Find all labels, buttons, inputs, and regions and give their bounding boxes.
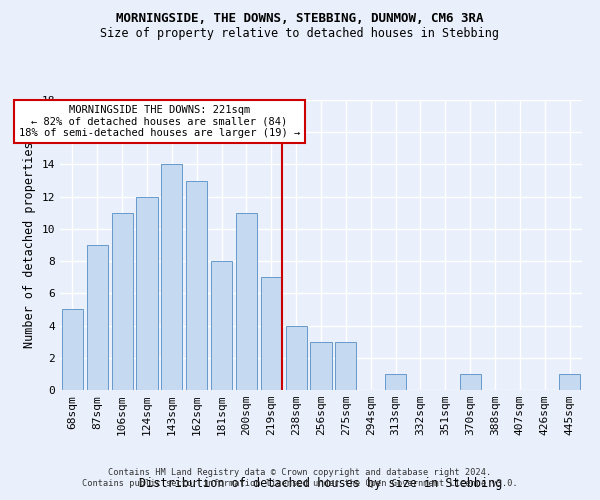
Bar	[62, 310, 83, 390]
Bar	[236, 213, 257, 390]
Text: MORNINGSIDE, THE DOWNS, STEBBING, DUNMOW, CM6 3RA: MORNINGSIDE, THE DOWNS, STEBBING, DUNMOW…	[116, 12, 484, 26]
Text: Contains HM Land Registry data © Crown copyright and database right 2024.
Contai: Contains HM Land Registry data © Crown c…	[82, 468, 518, 487]
Bar	[335, 342, 356, 390]
Bar	[286, 326, 307, 390]
Bar	[211, 261, 232, 390]
Bar	[385, 374, 406, 390]
Bar	[112, 213, 133, 390]
Bar	[310, 342, 332, 390]
Text: Size of property relative to detached houses in Stebbing: Size of property relative to detached ho…	[101, 28, 499, 40]
X-axis label: Distribution of detached houses by size in Stebbing: Distribution of detached houses by size …	[139, 477, 503, 490]
Bar	[261, 277, 282, 390]
Y-axis label: Number of detached properties: Number of detached properties	[23, 142, 36, 348]
Bar	[87, 245, 108, 390]
Bar	[186, 180, 207, 390]
Text: MORNINGSIDE THE DOWNS: 221sqm
← 82% of detached houses are smaller (84)
18% of s: MORNINGSIDE THE DOWNS: 221sqm ← 82% of d…	[19, 105, 300, 138]
Bar	[161, 164, 182, 390]
Bar	[136, 196, 158, 390]
Bar	[559, 374, 580, 390]
Bar	[460, 374, 481, 390]
